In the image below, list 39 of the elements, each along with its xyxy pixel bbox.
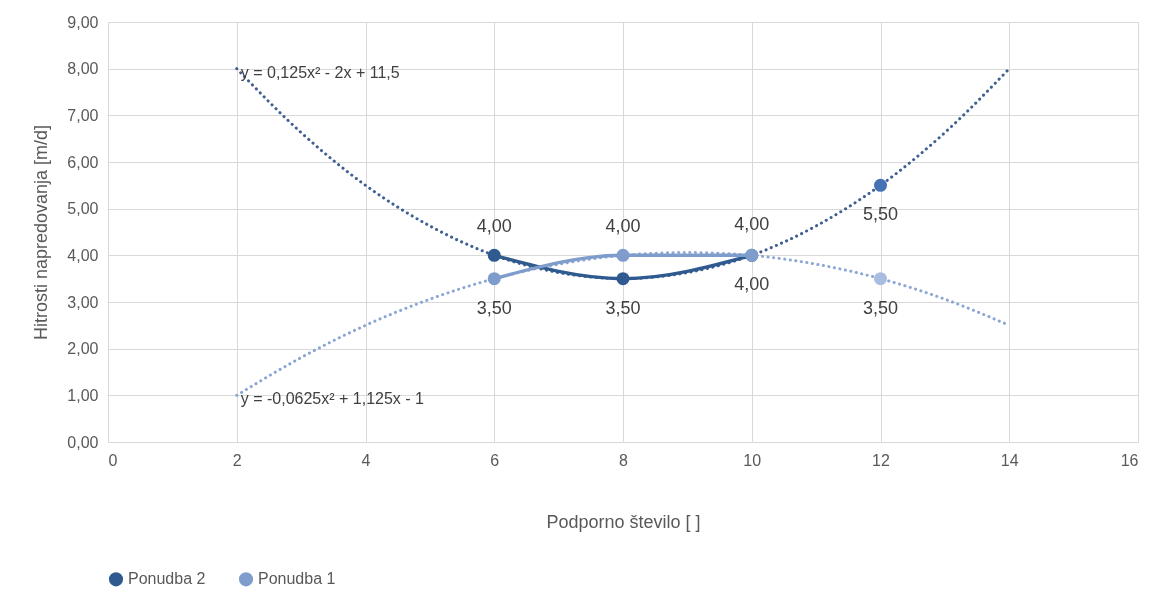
y-axis-title: Hitrosti napredovanja [m/d]	[31, 124, 52, 341]
point	[616, 272, 630, 286]
data-label: 4,00	[734, 214, 770, 235]
y-tick-label: 7,00	[67, 106, 99, 124]
y-tick-label: 0,00	[67, 433, 99, 451]
data-label: 3,50	[476, 297, 512, 318]
point	[873, 178, 888, 192]
point	[873, 272, 888, 286]
data-label: 4,00	[734, 274, 770, 295]
point	[487, 248, 501, 262]
y-tick-label: 6,00	[67, 153, 99, 171]
data-label: 4,00	[476, 216, 512, 237]
annotation: y = 0,125x² - 2x + 11,5	[240, 63, 400, 81]
x-tick-label: 4	[361, 451, 371, 469]
x-tick-label: 2	[232, 451, 242, 469]
legend-label: Ponudba 1	[258, 570, 336, 588]
x-tick-label: 12	[872, 451, 890, 469]
x-tick-label: 10	[743, 451, 762, 469]
data-label: 5,50	[862, 204, 899, 225]
x-tick-label: 0	[108, 451, 118, 469]
data-label: 4,00	[605, 216, 641, 237]
data-label: 3,50	[605, 297, 641, 318]
y-tick-label: 2,00	[67, 340, 99, 358]
y-tick-label: 5,00	[67, 200, 99, 218]
y-tick-label: 9,00	[67, 13, 99, 31]
y-tick-label: 8,00	[67, 60, 99, 78]
y-tick-label: 3,00	[67, 293, 99, 311]
x-tick-label: 6	[490, 451, 500, 469]
x-tick-label: 16	[1120, 451, 1139, 469]
x-tick-label: 14	[1000, 451, 1019, 469]
y-tick-label: 4,00	[67, 246, 99, 264]
annotation: y = -0,0625x² + 1,125x - 1	[240, 390, 425, 408]
point	[487, 272, 501, 286]
legend-label: Ponudba 2	[128, 570, 206, 588]
data-label: 3,50	[862, 297, 899, 318]
x-tick-label: 8	[619, 451, 629, 469]
point	[616, 248, 630, 262]
y-tick-label: 1,00	[67, 386, 99, 404]
x-axis-title: Podporno število [ ]	[546, 511, 701, 532]
